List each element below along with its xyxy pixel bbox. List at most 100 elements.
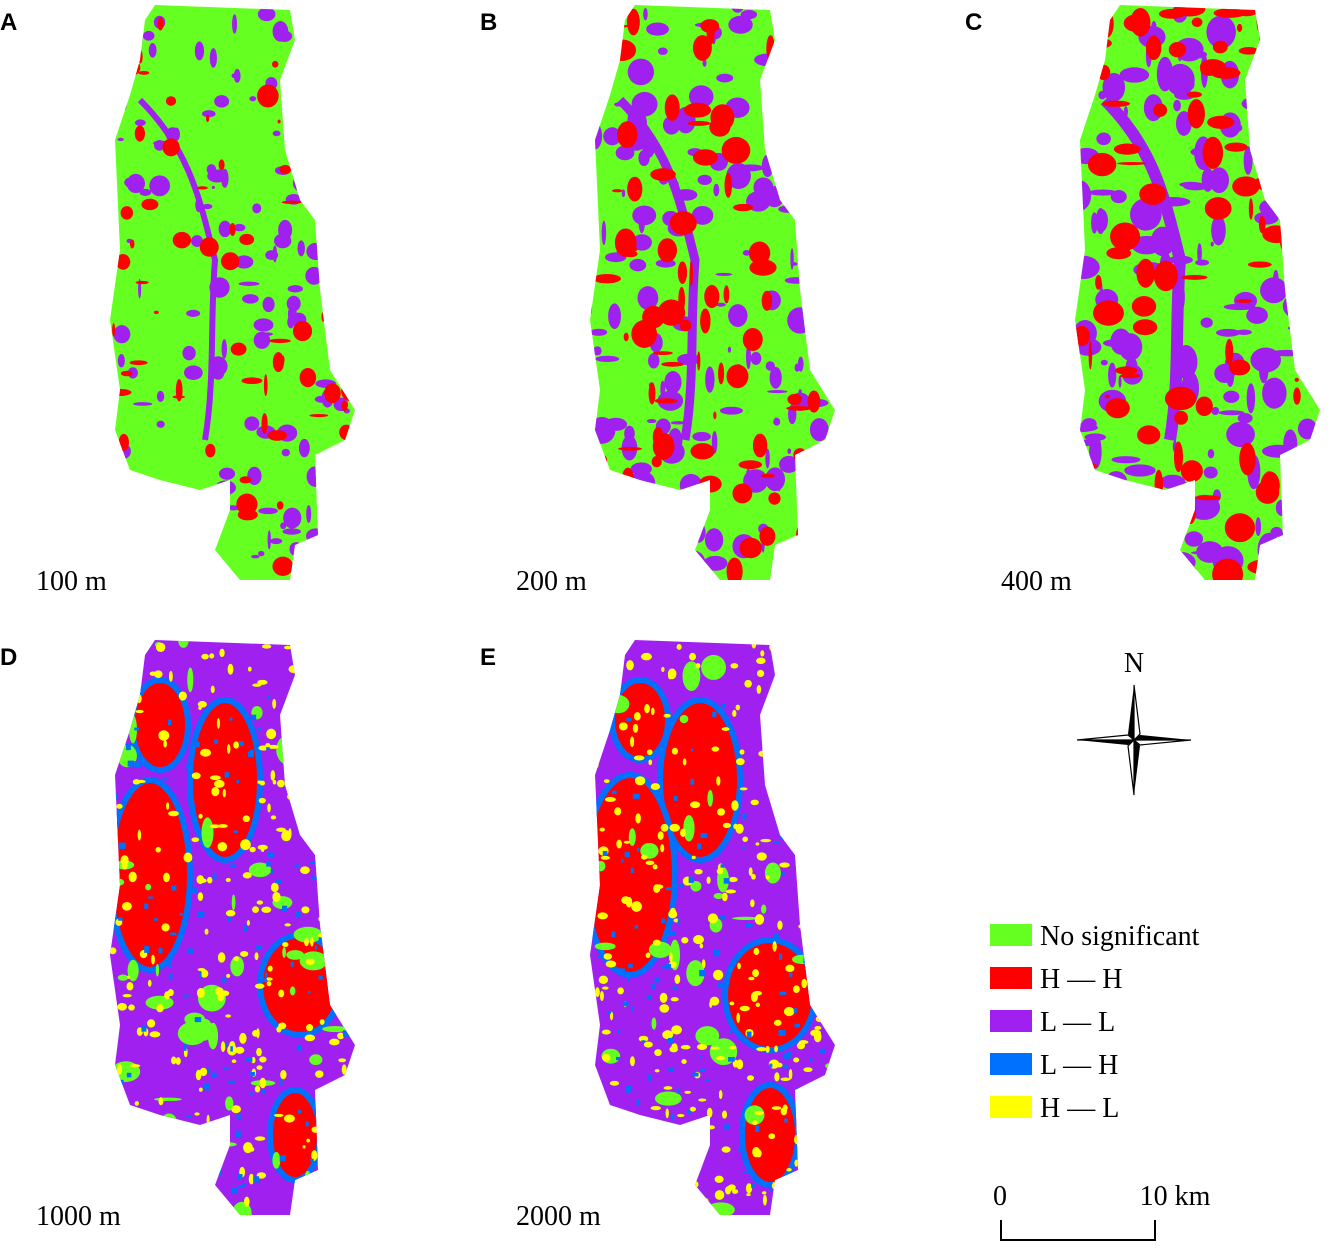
cluster-patch (270, 770, 276, 781)
cluster-patch (802, 717, 811, 726)
cluster-patch (315, 764, 326, 783)
cluster-patch (661, 361, 684, 367)
cluster-patch (654, 1049, 662, 1057)
lh-patch (688, 876, 694, 883)
cluster-patch (608, 303, 621, 329)
cluster-patch (706, 1202, 735, 1215)
cluster-patch (693, 935, 704, 945)
cluster-patch (600, 855, 610, 860)
lh-patch (267, 852, 275, 858)
cluster-patch (1111, 456, 1141, 464)
cluster-patch (134, 1101, 140, 1106)
cluster-patch (1186, 91, 1202, 98)
cluster-patch (163, 872, 170, 883)
cluster-patch (798, 1040, 809, 1045)
cluster-patch (1089, 69, 1108, 75)
cluster-patch (603, 779, 610, 784)
cluster-patch (765, 72, 781, 97)
cluster-patch (269, 338, 291, 343)
cluster-patch (817, 227, 826, 239)
cluster-patch (630, 1128, 638, 1133)
cluster-patch (341, 171, 355, 176)
cluster-patch (783, 159, 795, 173)
cluster-patch (325, 754, 336, 760)
cluster-patch (695, 663, 701, 669)
lh-patch (230, 1046, 233, 1052)
cluster-patch (341, 400, 348, 412)
cluster-patch (630, 462, 652, 476)
cluster-patch (306, 1138, 310, 1143)
lh-patch (118, 917, 123, 921)
cluster-patch (344, 651, 355, 661)
lh-patch (230, 864, 236, 868)
cluster-patch (335, 1083, 341, 1088)
cluster-patch (1299, 540, 1313, 559)
cluster-patch (593, 274, 621, 284)
cluster-patch (1232, 176, 1260, 197)
cluster-patch (209, 653, 215, 659)
cluster-patch (826, 252, 835, 261)
cluster-patch (1310, 439, 1320, 447)
cluster-patch (309, 413, 329, 418)
cluster-patch (271, 60, 279, 68)
cluster-patch (821, 970, 828, 978)
lh-patch (809, 1058, 813, 1062)
cluster-patch (1299, 114, 1311, 138)
cluster-patch (227, 663, 234, 675)
lh-patch (821, 896, 826, 903)
lh-patch (168, 974, 173, 980)
cluster-patch (694, 869, 703, 875)
cluster-patch (674, 974, 681, 985)
lh-patch (821, 902, 825, 905)
lh-patch (290, 961, 294, 967)
cluster-patch (738, 460, 763, 470)
cluster-patch (798, 716, 803, 723)
cluster-patch (304, 826, 314, 836)
cluster-patch (714, 1175, 724, 1183)
cluster-patch (687, 120, 711, 126)
cluster-patch (713, 183, 720, 197)
cluster-patch (756, 852, 767, 861)
cluster-patch (654, 1091, 682, 1106)
cluster-patch (650, 168, 676, 181)
cluster-patch (809, 12, 835, 22)
cluster-patch (116, 803, 123, 809)
cluster-patch (677, 353, 701, 366)
cluster-patch (322, 868, 333, 877)
cluster-patch (298, 640, 328, 655)
lh-patch (813, 723, 819, 730)
cluster-patch (337, 732, 347, 740)
cluster-patch (1075, 29, 1094, 52)
cluster-patch (330, 673, 340, 680)
cluster-patch (698, 475, 722, 493)
cluster-patch (682, 758, 687, 766)
cluster-patch (177, 1021, 208, 1046)
cluster-patch (776, 712, 785, 723)
cluster-patch (112, 323, 116, 337)
cluster-patch (111, 1032, 115, 1039)
map (590, 640, 835, 1215)
cluster-patch (731, 5, 744, 13)
cluster-patch (338, 640, 349, 646)
cluster-patch (128, 55, 133, 71)
cluster-patch (691, 205, 714, 225)
cluster-patch (1282, 293, 1314, 320)
cluster-patch (809, 950, 813, 959)
cluster-patch (201, 110, 216, 118)
cluster-patch (783, 132, 802, 156)
cluster-patch (267, 530, 271, 550)
lh-patch (184, 994, 189, 999)
cluster-patch (777, 920, 783, 930)
cluster-patch (121, 5, 137, 10)
cluster-patch (835, 488, 839, 507)
cluster-patch (669, 952, 673, 963)
lh-patch (819, 1048, 825, 1054)
cluster-patch (197, 892, 204, 901)
panel-letter: A (0, 9, 17, 36)
lh-patch (622, 1001, 629, 1007)
cluster-patch (670, 997, 679, 1002)
cluster-patch (1075, 499, 1100, 519)
cluster-patch (267, 430, 288, 441)
cluster-patch (262, 296, 275, 313)
cluster-patch (133, 402, 153, 406)
